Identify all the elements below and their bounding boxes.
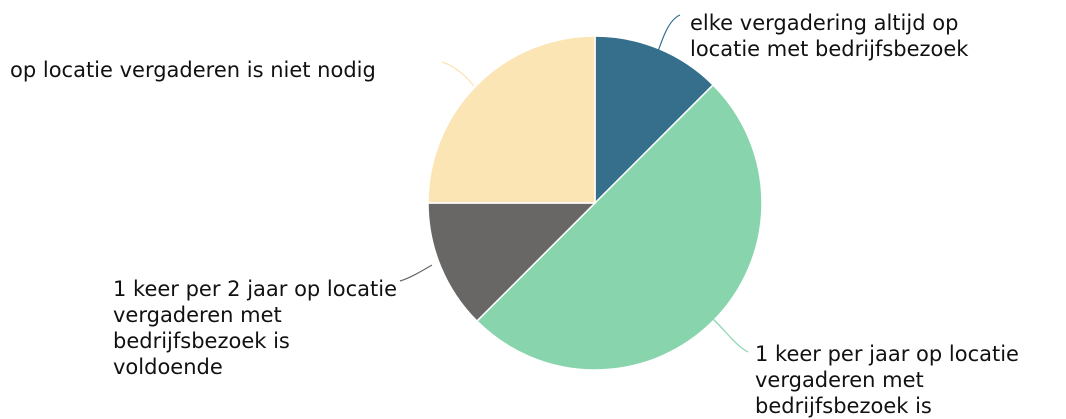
leader-line xyxy=(441,61,475,87)
leader-line xyxy=(711,317,749,353)
leader-line xyxy=(399,264,433,282)
leader-line xyxy=(654,14,681,61)
slice-label: op locatie vergaderen is niet nodig xyxy=(10,58,376,82)
pie-slice xyxy=(427,202,597,323)
slice-label: 1 keer per 2 jaar op locatie vergaderen … xyxy=(113,277,398,379)
pie-slice xyxy=(475,83,763,371)
pie-slice xyxy=(427,35,596,204)
slice-label: elke vergadering altijd op locatie met b… xyxy=(690,11,969,61)
slice-label: 1 keer per jaar op locatie vergaderen me… xyxy=(755,342,1019,418)
